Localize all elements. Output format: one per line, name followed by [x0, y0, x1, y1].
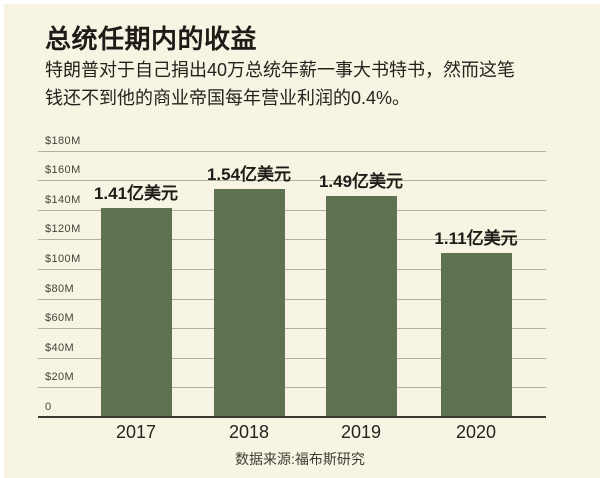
bar-value-label: 1.54亿美元: [206, 165, 292, 184]
source-note: 数据来源:福布斯研究: [235, 451, 365, 467]
gridline: [38, 209, 546, 211]
y-axis-tick-label: $160M: [45, 164, 81, 177]
bar-2020: [440, 252, 512, 417]
gridline: [38, 268, 546, 270]
x-axis-tick-label: 2017: [115, 422, 157, 442]
left-white-border: [0, 0, 4, 478]
bar-2019: [325, 196, 397, 417]
bar-value-label: 1.41亿美元: [93, 184, 179, 204]
gridline: [38, 239, 546, 241]
page-subtitle: 特朗普对于自己捐出40万总统年薪一事大书特书，然而这笔钱还不到他的商业帝国每年营…: [45, 60, 516, 108]
bar-2017: [100, 208, 172, 417]
x-axis-baseline: [38, 416, 546, 418]
y-axis-tick-label: $40M: [45, 341, 75, 354]
bar-2018: [213, 189, 285, 417]
x-axis-tick-label: 2020: [455, 422, 497, 442]
gridline: [38, 298, 546, 300]
y-axis-tick-label: $60M: [45, 312, 75, 325]
bar-value-label: 1.49亿美元: [318, 172, 404, 192]
x-axis-tick-label: 2018: [228, 422, 270, 442]
page-title: 总统任期内的收益: [45, 24, 258, 54]
y-axis-tick-label: 0: [45, 401, 52, 413]
gridline: [38, 328, 546, 330]
y-axis-tick-label: $180M: [45, 134, 81, 147]
y-axis-tick-label: $100M: [45, 252, 81, 265]
y-axis-tick-label: $80M: [45, 282, 75, 295]
bar-value-label: 1.11亿美元: [434, 228, 518, 248]
top-white-border: [0, 0, 600, 4]
gridline: [38, 357, 546, 359]
gridline: [38, 180, 546, 182]
gridline: [38, 150, 546, 152]
y-axis-tick-label: $140M: [45, 193, 81, 206]
x-axis-tick-label: 2019: [340, 422, 382, 442]
y-axis-tick-label: $20M: [45, 371, 75, 384]
y-axis-tick-label: $120M: [45, 223, 81, 236]
gridline: [38, 387, 546, 389]
